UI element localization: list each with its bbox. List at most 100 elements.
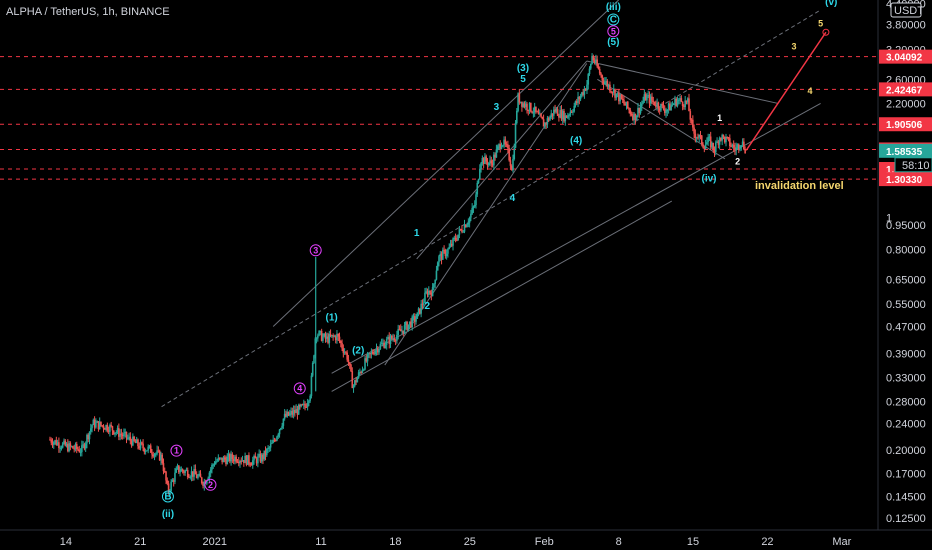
candle-body-236: [350, 364, 352, 372]
candle-body-141: [229, 454, 231, 462]
wave-label-10: 2: [425, 301, 431, 312]
candle-body-146: [235, 456, 237, 462]
candle-body-153: [244, 455, 246, 464]
candle-body-184: [283, 413, 286, 419]
candle-body-81: [152, 454, 155, 457]
y-tick-label: 0.80000: [886, 245, 926, 257]
candle-body-295: [425, 291, 428, 293]
candle-body-412: [574, 101, 577, 106]
candle-body-103: [180, 469, 183, 472]
candle-body-224: [334, 336, 337, 341]
trendline-3: [161, 9, 821, 408]
candle-body-138: [225, 459, 227, 465]
x-tick-label: Mar: [832, 536, 851, 548]
y-tick-label: 1: [886, 212, 892, 224]
candle-body-415: [578, 96, 581, 100]
candle-body-523: [716, 141, 718, 143]
candle-body-290: [419, 308, 421, 314]
candle-body-44: [105, 425, 107, 430]
candle-body-13: [65, 443, 68, 446]
currency-badge: USDT: [890, 2, 924, 18]
candle-body-35: [93, 419, 96, 428]
candle-body-31: [88, 431, 91, 440]
candle-body-350: [495, 149, 498, 158]
y-tick-label: 0.20000: [886, 445, 926, 457]
wave-text: 4: [807, 86, 812, 96]
candle-body-446: [618, 92, 620, 102]
candle-body-419: [583, 88, 586, 95]
candle-body-294: [424, 292, 426, 303]
candle-body-96: [171, 480, 174, 482]
candle-body-119: [200, 477, 203, 483]
candle-body-261: [382, 342, 384, 344]
candle-body-453: [626, 101, 629, 109]
candle-body-84: [156, 450, 158, 454]
candle-body-7: [58, 442, 60, 448]
candle-body-265: [387, 336, 389, 340]
x-tick-label: 2021: [202, 536, 226, 548]
candle-body-245: [361, 369, 364, 373]
y-tick-label: 2.20000: [886, 98, 926, 110]
candle-body-539: [736, 144, 739, 148]
candle-body-310: [444, 249, 447, 257]
x-tick-label: 8: [616, 536, 622, 548]
candle-body-440: [610, 91, 612, 93]
candle-body-483: [665, 111, 667, 113]
candle-body-89: [162, 463, 165, 472]
candle-body-304: [436, 262, 439, 271]
candle-body-407: [568, 114, 570, 116]
candle-body-206: [311, 362, 314, 376]
wave-circle: [204, 478, 217, 491]
candle-body-455: [629, 110, 632, 114]
candle-body-69: [137, 439, 139, 447]
time-axis[interactable]: 14 21 2021 11 18 25 Feb 8 15 22 Mar: [0, 529, 932, 550]
candle-body-129: [213, 464, 216, 466]
candle-body-249: [366, 354, 369, 362]
candle-body-80: [151, 452, 153, 455]
candle-body-367: [517, 93, 519, 111]
candle-body-120: [202, 482, 204, 486]
candle-body-200: [304, 403, 306, 407]
horizontal-levels-layer: [0, 56, 878, 180]
candle-body-157: [249, 463, 252, 465]
candle-body-322: [459, 228, 462, 230]
candle-body-339: [481, 158, 484, 164]
candle-body-377: [530, 102, 532, 112]
candle-body-312: [447, 248, 449, 254]
wave-text: 3: [313, 245, 318, 255]
wave-label-11: (1): [326, 312, 338, 323]
wave-label-15: 1: [170, 444, 183, 457]
candle-body-259: [379, 344, 382, 350]
candle-body-528: [722, 134, 725, 137]
candle-body-213: [320, 330, 323, 341]
candle-body-257: [376, 348, 379, 353]
wave-text: (2): [352, 345, 364, 356]
candle-body-535: [731, 144, 734, 147]
candle-body-159: [251, 460, 254, 466]
candle-body-230: [342, 348, 345, 353]
candle-body-223: [333, 336, 336, 338]
candle-body-332: [472, 206, 475, 209]
x-tick-label: 14: [60, 536, 72, 548]
candle-body-470: [648, 95, 651, 104]
candle-body-422: [587, 74, 590, 85]
candle-body-164: [258, 453, 260, 457]
candle-body-148: [237, 461, 240, 464]
candle-body-418: [582, 92, 584, 95]
candle-body-36: [95, 422, 97, 428]
candle-body-475: [655, 104, 657, 107]
candle-body-43: [104, 428, 106, 430]
candle-body-441: [611, 91, 614, 93]
wave-label-6: 3: [494, 102, 500, 113]
candle-body-342: [485, 156, 487, 162]
price-axis[interactable]: 4.400003.800003.200002.600002.2000010.95…: [877, 0, 932, 550]
candle-body-492: [676, 100, 679, 106]
time-axis-bg: [0, 530, 932, 550]
candle-body-348: [493, 154, 495, 166]
candle-body-365: [514, 123, 517, 148]
candle-body-457: [632, 115, 634, 120]
candle-body-335: [476, 183, 479, 195]
wave-label-18: (ii): [162, 509, 174, 520]
